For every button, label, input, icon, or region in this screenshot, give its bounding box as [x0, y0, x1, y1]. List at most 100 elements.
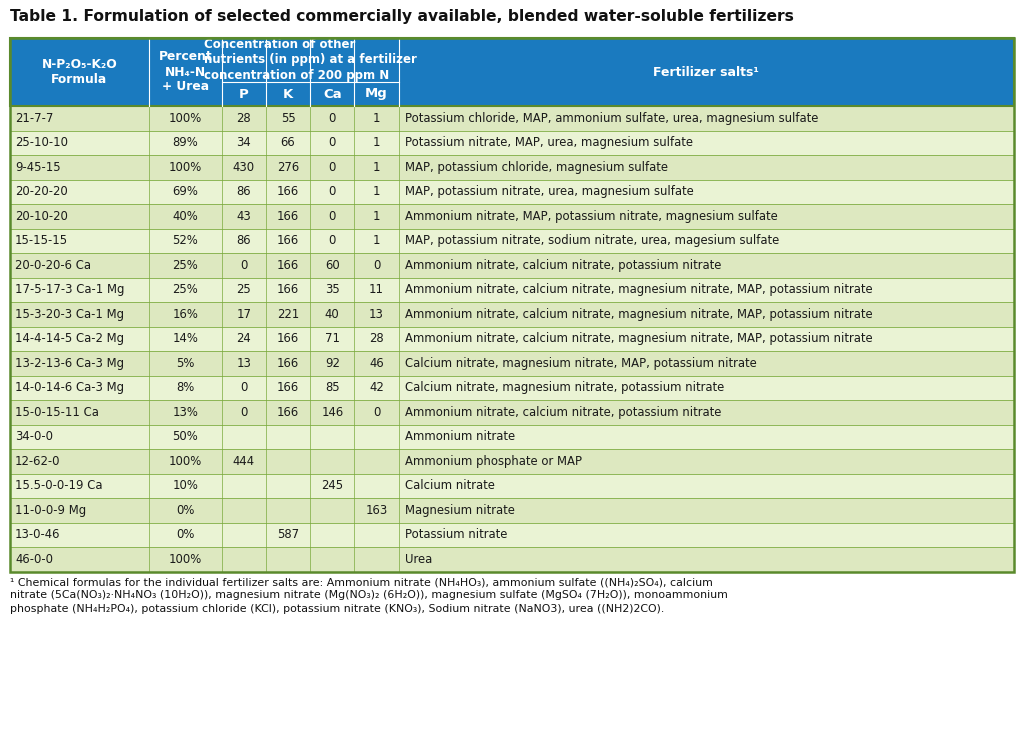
Text: 24: 24: [237, 332, 251, 345]
Text: 1: 1: [373, 112, 380, 125]
Text: 34-0-0: 34-0-0: [15, 430, 53, 443]
Text: 86: 86: [237, 234, 251, 248]
Text: 166: 166: [276, 381, 299, 394]
Bar: [10, 179, 1014, 204]
Text: 11: 11: [369, 284, 384, 296]
Text: 28: 28: [369, 332, 384, 345]
Text: 163: 163: [366, 504, 388, 517]
Text: 25-10-10: 25-10-10: [15, 136, 68, 149]
Text: 40: 40: [325, 308, 340, 321]
Text: 69%: 69%: [172, 185, 198, 198]
Text: ¹ Chemical formulas for the individual fertilizer salts are: Ammonium nitrate (N: ¹ Chemical formulas for the individual f…: [10, 578, 713, 587]
Text: 0: 0: [241, 259, 248, 272]
Text: 0: 0: [373, 406, 380, 418]
Text: 9-45-15: 9-45-15: [15, 160, 60, 174]
Text: 100%: 100%: [169, 160, 202, 174]
Text: 25%: 25%: [172, 284, 198, 296]
Text: Magnesium nitrate: Magnesium nitrate: [404, 504, 514, 517]
Text: P: P: [239, 88, 249, 100]
Text: Potassium nitrate, MAP, urea, magnesium sulfate: Potassium nitrate, MAP, urea, magnesium …: [404, 136, 692, 149]
Text: 0: 0: [241, 406, 248, 418]
Text: Ammonium nitrate, calcium nitrate, magnesium nitrate, MAP, potassium nitrate: Ammonium nitrate, calcium nitrate, magne…: [404, 284, 872, 296]
Text: MAP, potassium nitrate, urea, magnesium sulfate: MAP, potassium nitrate, urea, magnesium …: [404, 185, 693, 198]
Bar: [10, 547, 1014, 572]
Text: 89%: 89%: [172, 136, 198, 149]
Text: Ammonium phosphate or MAP: Ammonium phosphate or MAP: [404, 454, 582, 468]
Text: 13: 13: [369, 308, 384, 321]
Bar: [10, 498, 1014, 523]
Text: 17: 17: [237, 308, 252, 321]
Text: 71: 71: [325, 332, 340, 345]
Text: 166: 166: [276, 234, 299, 248]
Text: 166: 166: [276, 284, 299, 296]
Text: Ammonium nitrate, calcium nitrate, potassium nitrate: Ammonium nitrate, calcium nitrate, potas…: [404, 406, 721, 418]
Text: 166: 166: [276, 259, 299, 272]
Text: Mg: Mg: [366, 88, 388, 100]
Text: 50%: 50%: [172, 430, 198, 443]
Text: 14%: 14%: [172, 332, 198, 345]
Text: 146: 146: [322, 406, 343, 418]
Text: 34: 34: [237, 136, 251, 149]
Text: 46: 46: [369, 357, 384, 370]
Text: 66: 66: [281, 136, 296, 149]
Text: 0: 0: [241, 381, 248, 394]
Text: 20-20-20: 20-20-20: [15, 185, 68, 198]
Text: Concentration of other
nutrients (in ppm) at a fertilizer
concentration of 200 p: Concentration of other nutrients (in ppm…: [204, 38, 417, 82]
Bar: [10, 38, 1014, 106]
Text: 16%: 16%: [172, 308, 198, 321]
Text: 20-10-20: 20-10-20: [15, 210, 68, 223]
Text: 166: 166: [276, 185, 299, 198]
Text: 166: 166: [276, 332, 299, 345]
Text: 1: 1: [373, 160, 380, 174]
Text: 60: 60: [325, 259, 340, 272]
Bar: [10, 424, 1014, 449]
Text: Calcium nitrate, magnesium nitrate, MAP, potassium nitrate: Calcium nitrate, magnesium nitrate, MAP,…: [404, 357, 757, 370]
Text: 13%: 13%: [172, 406, 198, 418]
Text: 0%: 0%: [176, 528, 195, 542]
Text: 166: 166: [276, 357, 299, 370]
Text: 0: 0: [329, 210, 336, 223]
Text: Percent
NH₄-N
+ Urea: Percent NH₄-N + Urea: [159, 50, 212, 94]
Bar: [10, 351, 1014, 376]
Text: 1: 1: [373, 185, 380, 198]
Text: 20-0-20-6 Ca: 20-0-20-6 Ca: [15, 259, 91, 272]
Bar: [10, 253, 1014, 278]
Text: 28: 28: [237, 112, 251, 125]
Text: Ammonium nitrate, calcium nitrate, magnesium nitrate, MAP, potassium nitrate: Ammonium nitrate, calcium nitrate, magne…: [404, 332, 872, 345]
Text: 21-7-7: 21-7-7: [15, 112, 53, 125]
Text: 25: 25: [237, 284, 251, 296]
Text: 587: 587: [278, 528, 299, 542]
Text: Ca: Ca: [323, 88, 342, 100]
Text: 1: 1: [373, 234, 380, 248]
Text: 17-5-17-3 Ca-1 Mg: 17-5-17-3 Ca-1 Mg: [15, 284, 124, 296]
Text: Calcium nitrate: Calcium nitrate: [404, 479, 495, 492]
Text: 86: 86: [237, 185, 251, 198]
Text: 166: 166: [276, 210, 299, 223]
Bar: [10, 130, 1014, 155]
Text: Ammonium nitrate, MAP, potassium nitrate, magnesium sulfate: Ammonium nitrate, MAP, potassium nitrate…: [404, 210, 777, 223]
Text: 14-4-14-5 Ca-2 Mg: 14-4-14-5 Ca-2 Mg: [15, 332, 124, 345]
Bar: [10, 523, 1014, 547]
Text: Table 1. Formulation of selected commercially available, blended water-soluble f: Table 1. Formulation of selected commerc…: [10, 9, 794, 24]
Text: Fertilizer salts¹: Fertilizer salts¹: [653, 65, 759, 79]
Text: 0: 0: [329, 234, 336, 248]
Text: Ammonium nitrate: Ammonium nitrate: [404, 430, 515, 443]
Bar: [10, 473, 1014, 498]
Text: 43: 43: [237, 210, 251, 223]
Text: 1: 1: [373, 210, 380, 223]
Bar: [10, 229, 1014, 253]
Text: 13-0-46: 13-0-46: [15, 528, 60, 542]
Text: 13: 13: [237, 357, 251, 370]
Bar: [10, 376, 1014, 400]
Text: 15-0-15-11 Ca: 15-0-15-11 Ca: [15, 406, 99, 418]
Bar: [10, 155, 1014, 179]
Bar: [10, 400, 1014, 424]
Text: 55: 55: [281, 112, 296, 125]
Text: 276: 276: [276, 160, 299, 174]
Text: 11-0-0-9 Mg: 11-0-0-9 Mg: [15, 504, 86, 517]
Text: 0%: 0%: [176, 504, 195, 517]
Text: K: K: [283, 88, 293, 100]
Text: 42: 42: [369, 381, 384, 394]
Text: 13-2-13-6 Ca-3 Mg: 13-2-13-6 Ca-3 Mg: [15, 357, 124, 370]
Text: Calcium nitrate, magnesium nitrate, potassium nitrate: Calcium nitrate, magnesium nitrate, pota…: [404, 381, 724, 394]
